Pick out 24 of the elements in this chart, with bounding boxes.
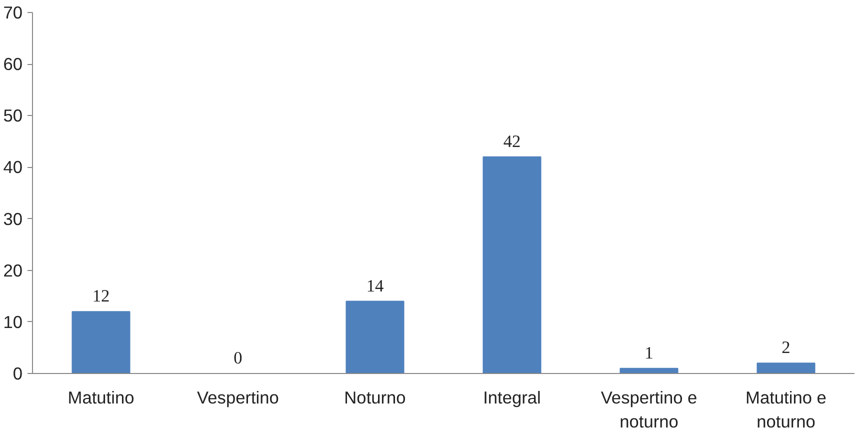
bar <box>482 156 542 374</box>
y-tick-label: 10 <box>3 312 23 332</box>
y-tick-label: 50 <box>3 106 23 126</box>
bar <box>72 311 130 374</box>
data-label: 1 <box>644 343 654 362</box>
data-label: 0 <box>234 348 242 368</box>
data-label: 14 <box>366 276 384 296</box>
x-tick-label: Noturno <box>344 388 406 408</box>
x-tick-label: Matutino <box>68 388 134 408</box>
y-tick-label: 0 <box>12 364 23 384</box>
data-label: 42 <box>503 132 521 151</box>
bar <box>756 362 816 374</box>
data-label: 2 <box>782 338 790 358</box>
x-tick-label: Integral <box>483 388 541 408</box>
x-tick-label: Vespertino e noturno <box>600 388 698 432</box>
x-tick-label: Vespertino <box>197 388 279 408</box>
y-tick-label: 20 <box>3 260 23 280</box>
y-tick-label: 70 <box>3 2 23 22</box>
y-tick-label: 40 <box>3 157 23 178</box>
y-tick-label: 60 <box>3 54 23 74</box>
x-tick-label: Matutino e noturno <box>746 388 826 432</box>
data-label: 12 <box>92 286 110 306</box>
bar <box>346 300 404 374</box>
y-tick-label: 30 <box>3 208 23 229</box>
